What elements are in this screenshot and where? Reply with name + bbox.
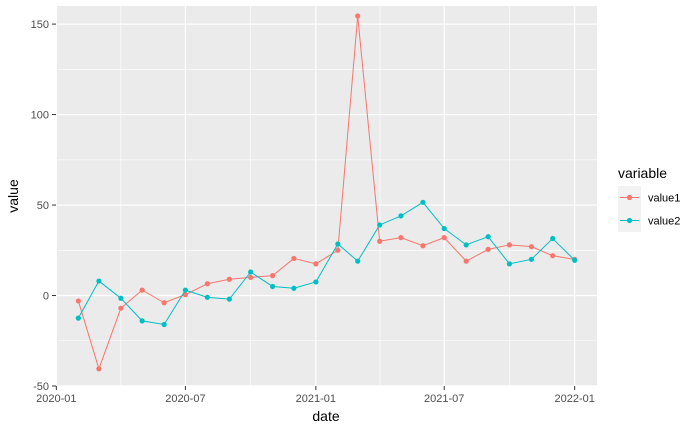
data-point-value2 [118,295,124,301]
major-gridlines [55,6,597,387]
x-tick-label: 2020-01 [36,393,76,405]
data-point-value2 [270,283,276,290]
data-point-value2 [204,294,210,300]
data-point-value1 [463,258,469,264]
legend-item-value1: value1 [618,186,680,209]
data-point-value2 [550,235,556,242]
data-point-value1 [550,253,556,259]
data-point-value1 [355,13,361,19]
data-point-value2 [96,278,102,284]
data-point-value2 [313,279,319,285]
y-tick-label: 50 [37,200,49,212]
data-point-value2 [75,315,81,321]
data-point-value1 [139,287,145,293]
legend-label-value1: value1 [648,193,680,205]
series-line-value2 [77,201,576,326]
data-point-value2 [335,241,341,247]
data-point-value1 [528,244,535,250]
data-point-value1 [420,243,426,249]
axis-ticks [52,23,576,390]
panel-background [56,6,597,386]
data-point-value2 [355,258,361,264]
series-value2 [75,199,578,328]
series-value1 [75,13,578,372]
data-point-value1 [118,305,124,311]
x-axis-title: date [312,408,339,424]
data-point-value2 [248,269,254,275]
data-point-value2 [572,257,578,263]
data-point-value1 [506,242,513,248]
y-tick-label: 0 [43,291,49,303]
data-point-value2 [226,296,232,302]
data-point-value2 [398,213,404,219]
legend-label-value2: value2 [648,216,680,228]
data-point-value2 [420,199,426,205]
y-tick-label: -50 [33,381,49,393]
data-point-value2 [161,321,167,328]
legend-keys: value1 value2 [618,186,680,232]
x-tick-label: 2021-01 [296,393,336,405]
data-point-value1 [182,292,189,298]
data-point-value2 [291,285,297,291]
data-point-value1 [161,300,167,306]
data-point-value1 [313,261,319,267]
data-point-value2 [485,234,491,240]
data-point-value2 [182,287,189,293]
data-point-value2 [139,318,145,324]
data-point-value2 [441,225,447,232]
series-line-value1 [77,15,575,371]
data-point-value1 [441,235,447,241]
data-point-value1 [485,246,491,252]
data-point-value1 [398,235,404,241]
data-point-value2 [528,256,535,262]
data-point-value1 [96,366,102,372]
minor-gridlines [56,6,597,386]
data-point-value1 [377,238,383,244]
data-point-value2 [377,222,383,228]
y-axis-title: value [5,179,21,213]
data-point-value1 [291,255,297,262]
y-tick-label: 150 [31,19,49,31]
data-point-value1 [226,276,232,282]
data-point-value1 [204,281,210,287]
x-tick-label: 2021-07 [424,393,464,405]
legend-key-point [626,217,633,224]
x-tick-label: 2020-07 [165,393,205,405]
y-tick-label: 100 [31,110,49,122]
y-tick-labels: -50 0 50 100 150 [31,19,49,393]
data-point-value1 [248,274,254,281]
data-point-value1 [270,273,276,279]
data-point-value2 [463,242,469,248]
data-point-value1 [335,247,341,253]
legend-title: variable [618,165,667,181]
x-tick-label: 2022-01 [554,393,594,405]
data-point-value2 [506,261,513,267]
series-layer [75,13,578,372]
data-point-value1 [75,298,81,304]
legend-key-point [626,194,633,201]
legend: variable value1 value2 [618,165,680,232]
x-tick-labels: 2020-01 2020-07 2021-01 2021-07 2022-01 [36,393,595,405]
legend-item-value2: value2 [618,209,680,232]
